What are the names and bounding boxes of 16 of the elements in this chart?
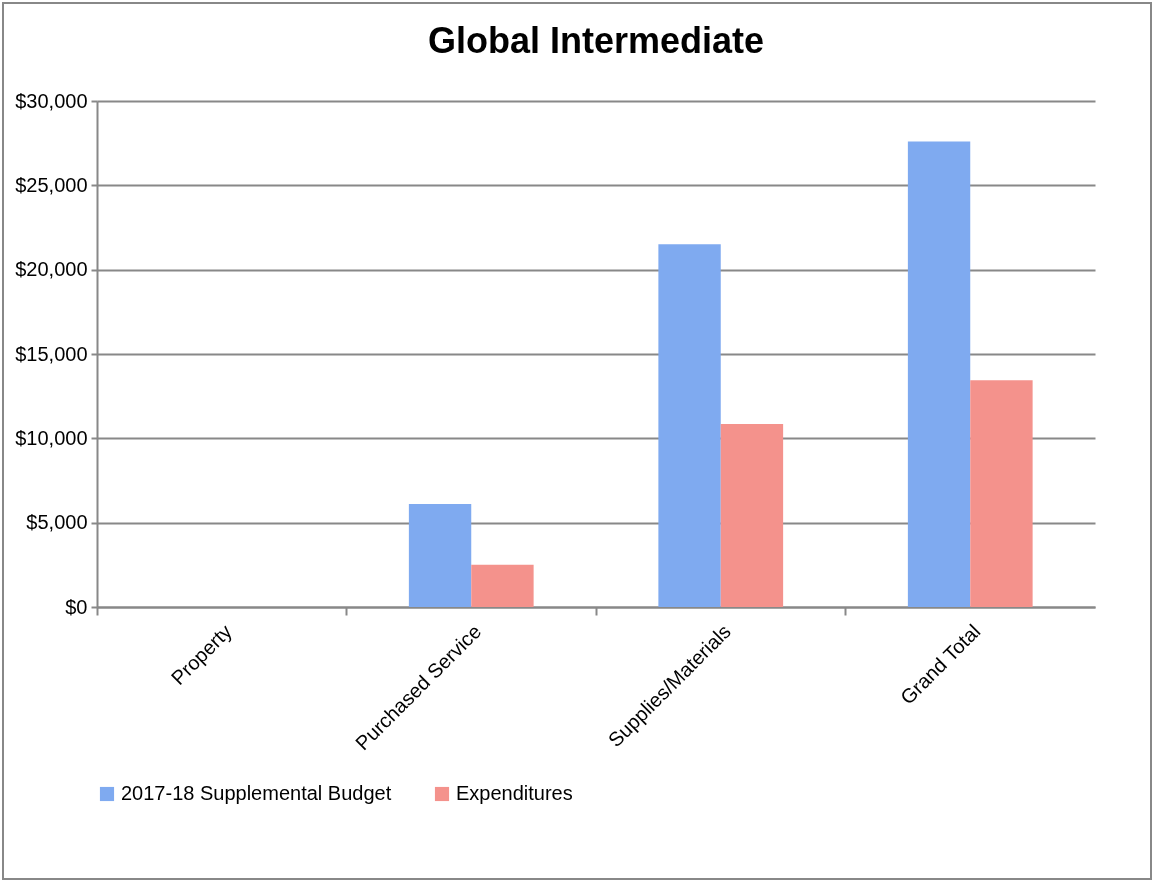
y-tick-label: $0: [65, 595, 88, 618]
y-tick-label: $5,000: [26, 511, 88, 534]
y-tick-label: $25,000: [15, 173, 88, 196]
bar: [658, 244, 721, 607]
bar: [907, 141, 971, 607]
legend-label: Expenditures: [456, 782, 573, 804]
bar: [720, 424, 784, 607]
legend-label: 2017-18 Supplemental Budget: [121, 782, 392, 804]
bar: [408, 504, 472, 607]
bar: [471, 564, 534, 607]
y-tick-label: $30,000: [15, 89, 88, 112]
y-tick-label: $15,000: [15, 342, 88, 365]
bar: [970, 380, 1033, 607]
y-tick-label: $20,000: [15, 258, 88, 281]
chart-title: Global Intermediate: [427, 20, 765, 61]
y-tick-label: $10,000: [15, 426, 88, 449]
